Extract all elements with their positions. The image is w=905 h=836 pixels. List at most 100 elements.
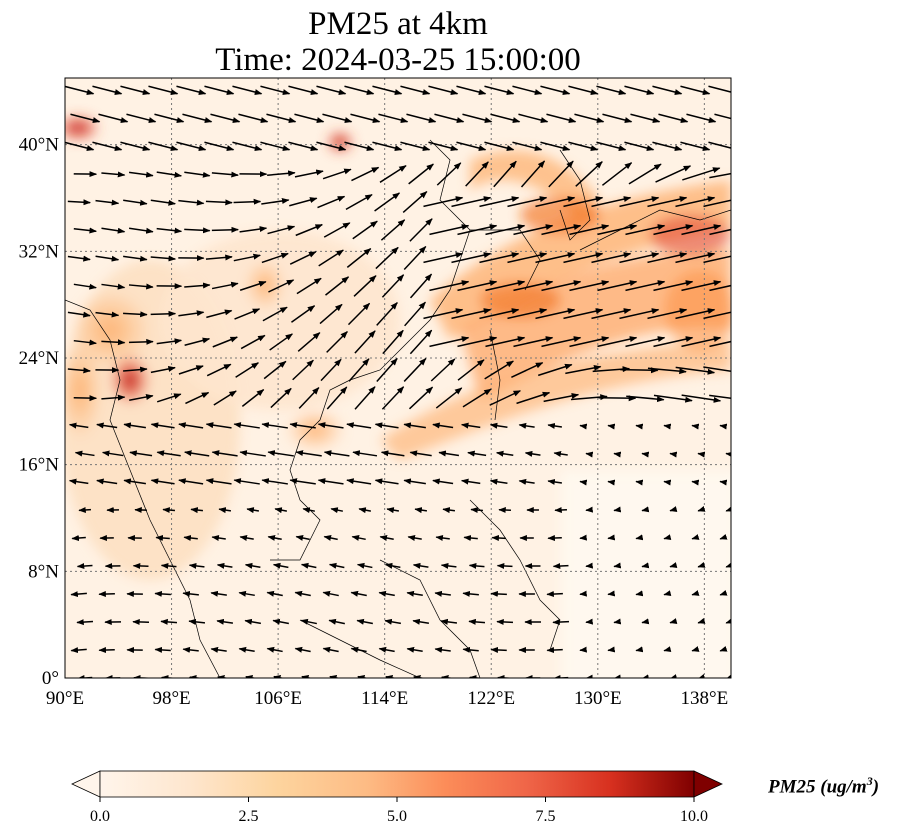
wind-arrow	[322, 168, 352, 180]
wind-arrow	[154, 590, 171, 597]
wind-arrow	[691, 479, 700, 486]
wind-arrow	[206, 309, 233, 319]
wind-arrow	[635, 590, 644, 597]
wind-arrow	[240, 334, 266, 350]
wind-arrow	[294, 169, 324, 178]
wind-arrow	[178, 199, 205, 206]
wind-arrow	[150, 422, 175, 429]
wind-arrow	[596, 141, 627, 151]
wind-arrow	[261, 252, 289, 264]
wind-arrow	[470, 507, 484, 514]
wind-arrow	[266, 113, 297, 123]
wind-arrow	[697, 562, 706, 568]
wind-arrow	[607, 423, 616, 430]
wind-arrow	[244, 618, 262, 625]
wind-arrow	[67, 255, 91, 262]
wind-arrow	[302, 507, 315, 514]
wind-arrow	[535, 308, 576, 320]
wind-arrow	[325, 276, 350, 296]
wind-arrow	[328, 618, 345, 625]
lat-tick-label: 40°N	[19, 135, 60, 156]
wind-arrow	[686, 113, 717, 123]
wind-arrow	[697, 618, 706, 624]
wind-arrow	[585, 451, 594, 458]
wind-arrow	[541, 336, 582, 348]
wind-arrow	[641, 506, 650, 513]
wind-arrow	[245, 674, 258, 678]
lat-tick-label: 24°N	[19, 348, 60, 369]
wind-arrow	[348, 358, 370, 382]
wind-arrow	[585, 562, 594, 569]
wind-arrow	[546, 113, 577, 123]
wind-arrow	[295, 450, 322, 457]
wind-arrow	[178, 365, 204, 375]
wind-arrow	[423, 252, 464, 264]
colorbar-tick-label: 7.5	[536, 808, 556, 825]
wind-arrow	[675, 252, 716, 264]
wind-arrow	[210, 646, 227, 653]
wind-arrow	[428, 141, 459, 151]
colorbar-label: PM25 (ug/m3)	[768, 774, 880, 798]
wind-arrow	[479, 196, 520, 208]
wind-arrow	[298, 387, 320, 409]
wind-arrow	[316, 85, 347, 95]
wind-arrow	[354, 330, 376, 354]
wind-arrow	[267, 170, 296, 177]
wind-arrow	[211, 535, 226, 541]
wind-arrow	[413, 674, 426, 678]
wind-arrow	[350, 590, 367, 597]
wind-arrow	[569, 336, 610, 348]
wind-arrow	[129, 394, 154, 402]
wind-arrow	[318, 249, 344, 267]
wind-arrow	[407, 535, 422, 541]
pm25-field	[65, 78, 731, 678]
wind-arrow	[428, 85, 459, 95]
wind-arrow	[73, 283, 97, 290]
colorbar-tick-label: 10.0	[680, 808, 708, 825]
wind-arrow	[429, 280, 470, 292]
wind-arrow	[468, 562, 485, 569]
wind-arrow	[260, 141, 291, 151]
wind-arrow	[568, 141, 599, 151]
wind-arrow	[322, 646, 339, 653]
wind-arrow	[120, 85, 151, 95]
wind-arrow	[328, 562, 345, 569]
wind-arrow	[423, 308, 464, 320]
wind-arrow	[184, 282, 211, 289]
wind-arrow	[597, 336, 638, 348]
wind-arrow	[128, 227, 154, 234]
wind-arrow	[613, 451, 622, 458]
wind-arrow	[691, 534, 700, 540]
wind-arrow	[414, 507, 428, 514]
lon-tick-label: 106°E	[254, 688, 302, 709]
wind-arrow	[460, 478, 481, 485]
wind-arrow	[423, 196, 464, 208]
wind-arrow	[261, 478, 288, 485]
wind-arrow	[653, 336, 694, 348]
wind-arrow	[212, 336, 238, 348]
map-frame	[64, 77, 732, 679]
wind-arrow	[101, 394, 126, 401]
wind-arrow	[156, 171, 183, 178]
wind-arrow	[457, 280, 498, 292]
wind-arrow	[386, 507, 400, 514]
wind-arrow	[317, 195, 346, 209]
wind-arrow	[67, 311, 91, 318]
wind-arrow	[239, 226, 268, 233]
wind-arrow	[484, 360, 514, 380]
wind-arrow	[663, 479, 672, 486]
wind-arrow	[300, 562, 317, 569]
wind-arrow	[468, 618, 486, 625]
wind-arrow	[150, 255, 177, 262]
wind-arrow	[123, 422, 146, 429]
wind-arrow	[591, 252, 632, 264]
wind-arrow	[150, 478, 175, 485]
wind-arrow	[579, 590, 588, 597]
wind-arrow	[607, 590, 616, 597]
wind-arrow	[541, 224, 582, 236]
wind-arrow	[295, 223, 323, 237]
wind-arrow	[184, 450, 210, 457]
wind-arrow	[440, 562, 457, 569]
wind-arrow	[709, 228, 731, 236]
wind-arrow	[232, 85, 263, 95]
